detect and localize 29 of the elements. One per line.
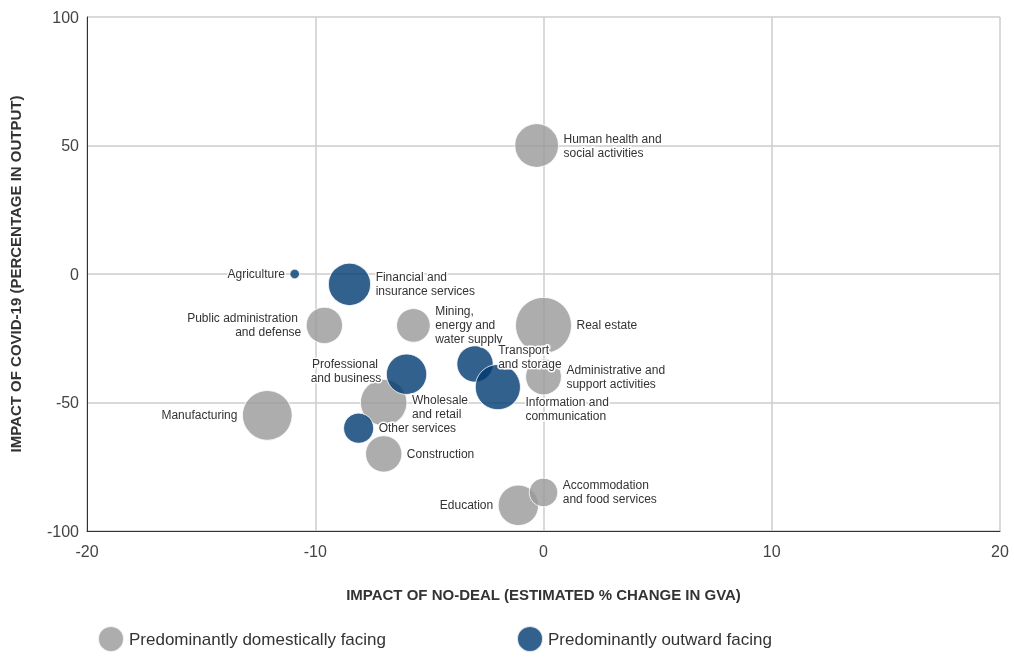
y-tick-label: 50 — [61, 137, 80, 154]
annotation: Human health and social activities — [563, 131, 665, 160]
y-tick-label: 0 — [70, 265, 80, 283]
x-tick-label: -20 — [75, 542, 99, 560]
annotation: Mining, energy and water supply — [434, 304, 503, 347]
y-tick-label: 100 — [52, 8, 80, 26]
y-tick-label: -100 — [46, 522, 80, 540]
annotation: Information and communication — [525, 395, 613, 424]
annotation: Professional and business — [310, 357, 382, 386]
x-axis-title: IMPACT OF NO-DEAL (ESTIMATED % CHANGE IN GVA) — [346, 586, 741, 603]
annotation: Public administration and defense — [187, 311, 302, 340]
annotation: Accommodation and food services — [562, 478, 657, 507]
annotation: Construction — [406, 446, 475, 461]
y-axis-title: IMPACT OF COVID-19 (PERCENTAGE IN OUTPUT) — [7, 95, 24, 453]
annotation: Real estate — [576, 318, 638, 333]
annotation: Education — [439, 498, 494, 513]
x-tick-label: -10 — [303, 542, 327, 560]
x-tick-label: 10 — [762, 542, 781, 560]
legend-label: Predominantly domestically facing — [129, 629, 387, 649]
annotation: Manufacturing — [161, 408, 238, 423]
annotation: Other services — [378, 421, 457, 436]
annotation: Administrative and support activities — [566, 362, 669, 391]
x-tick-label: 0 — [539, 542, 549, 560]
legend-label: Predominantly outward facing — [548, 629, 772, 649]
x-tick-label: 20 — [991, 542, 1009, 560]
annotation: Agriculture — [227, 267, 286, 281]
y-tick-label: -50 — [55, 394, 80, 411]
annotation: Financial and insurance services — [375, 270, 475, 299]
annotation: Wholesale and retail — [411, 392, 472, 421]
